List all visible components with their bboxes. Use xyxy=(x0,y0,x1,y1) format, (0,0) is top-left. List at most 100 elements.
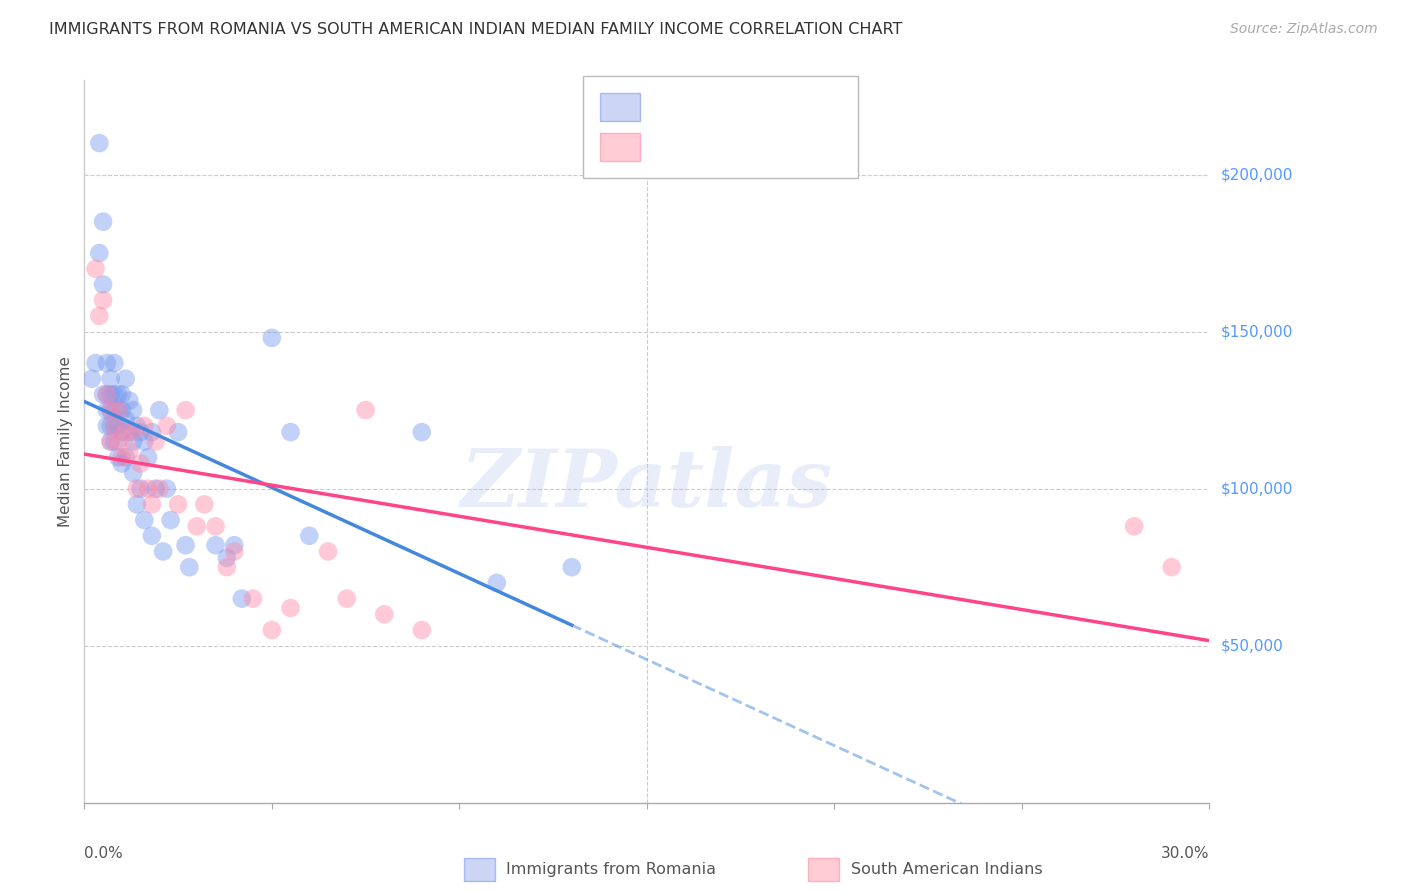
Point xyxy=(215,550,238,565)
Point xyxy=(141,497,163,511)
Y-axis label: Median Family Income: Median Family Income xyxy=(58,356,73,527)
Point xyxy=(91,214,114,228)
Text: ZIPatlas: ZIPatlas xyxy=(461,446,832,524)
Text: 30.0%: 30.0% xyxy=(1161,847,1209,861)
Text: 64: 64 xyxy=(825,98,848,116)
Point xyxy=(125,418,148,433)
Point xyxy=(231,591,253,606)
Point xyxy=(224,538,246,552)
Text: N =: N = xyxy=(769,98,821,116)
Point xyxy=(186,519,208,533)
Text: 38: 38 xyxy=(825,138,848,156)
Point xyxy=(84,356,107,370)
Point xyxy=(145,482,167,496)
Point xyxy=(107,387,129,401)
Text: R =: R = xyxy=(654,138,690,156)
Point xyxy=(167,425,190,439)
Point xyxy=(129,457,152,471)
Point xyxy=(111,425,134,439)
Point xyxy=(103,418,125,433)
Point xyxy=(373,607,395,622)
Point xyxy=(100,403,122,417)
Point xyxy=(129,425,152,439)
Point xyxy=(114,450,136,465)
Point xyxy=(156,482,179,496)
Text: $150,000: $150,000 xyxy=(1220,324,1292,339)
Point xyxy=(122,403,145,417)
Point xyxy=(129,482,152,496)
Text: -0.185: -0.185 xyxy=(699,138,758,156)
Point xyxy=(136,450,159,465)
Point xyxy=(204,538,226,552)
Point xyxy=(111,457,134,471)
Point xyxy=(148,403,170,417)
Point xyxy=(260,331,283,345)
Text: South American Indians: South American Indians xyxy=(851,863,1042,877)
Point xyxy=(561,560,583,574)
Point xyxy=(89,136,111,150)
Point xyxy=(84,261,107,276)
Point xyxy=(107,450,129,465)
Point xyxy=(125,482,148,496)
Point xyxy=(159,513,181,527)
Point xyxy=(114,412,136,426)
Text: R =: R = xyxy=(654,98,690,116)
Text: IMMIGRANTS FROM ROMANIA VS SOUTH AMERICAN INDIAN MEDIAN FAMILY INCOME CORRELATIO: IMMIGRANTS FROM ROMANIA VS SOUTH AMERICA… xyxy=(49,22,903,37)
Point xyxy=(179,560,201,574)
Point xyxy=(103,434,125,449)
Text: $50,000: $50,000 xyxy=(1220,639,1284,653)
Text: Source: ZipAtlas.com: Source: ZipAtlas.com xyxy=(1230,22,1378,37)
Point xyxy=(100,372,122,386)
Text: $100,000: $100,000 xyxy=(1220,481,1292,496)
Point xyxy=(224,544,246,558)
Point xyxy=(148,482,170,496)
Point xyxy=(354,403,377,417)
Point xyxy=(107,434,129,449)
Point xyxy=(174,403,197,417)
Text: N =: N = xyxy=(769,138,821,156)
Point xyxy=(96,387,118,401)
Point xyxy=(103,387,125,401)
Text: -0.149: -0.149 xyxy=(699,98,758,116)
Point xyxy=(125,497,148,511)
Point xyxy=(107,418,129,433)
Point xyxy=(111,403,134,417)
Point xyxy=(167,497,190,511)
Point xyxy=(134,434,156,449)
Point xyxy=(122,466,145,480)
Point xyxy=(100,434,122,449)
Point xyxy=(1123,519,1146,533)
Point xyxy=(134,418,156,433)
Point xyxy=(193,497,215,511)
Point xyxy=(141,425,163,439)
Point xyxy=(485,575,508,590)
Point xyxy=(89,246,111,260)
Point xyxy=(96,418,118,433)
Point xyxy=(152,544,174,558)
Point xyxy=(103,403,125,417)
Point xyxy=(136,482,159,496)
Point xyxy=(242,591,264,606)
Point xyxy=(145,434,167,449)
Point xyxy=(114,372,136,386)
Point xyxy=(411,425,433,439)
Point xyxy=(122,425,145,439)
Point xyxy=(103,418,125,433)
Point xyxy=(103,356,125,370)
Point xyxy=(89,309,111,323)
Text: $200,000: $200,000 xyxy=(1220,167,1292,182)
Point xyxy=(215,560,238,574)
Point xyxy=(96,356,118,370)
Point xyxy=(96,403,118,417)
Point xyxy=(91,293,114,308)
Point xyxy=(1160,560,1182,574)
Point xyxy=(111,450,134,465)
Point xyxy=(100,387,122,401)
Point xyxy=(107,403,129,417)
Point xyxy=(118,425,141,439)
Point xyxy=(107,403,129,417)
Point xyxy=(96,387,118,401)
Point xyxy=(118,444,141,458)
Point xyxy=(204,519,226,533)
Point xyxy=(260,623,283,637)
